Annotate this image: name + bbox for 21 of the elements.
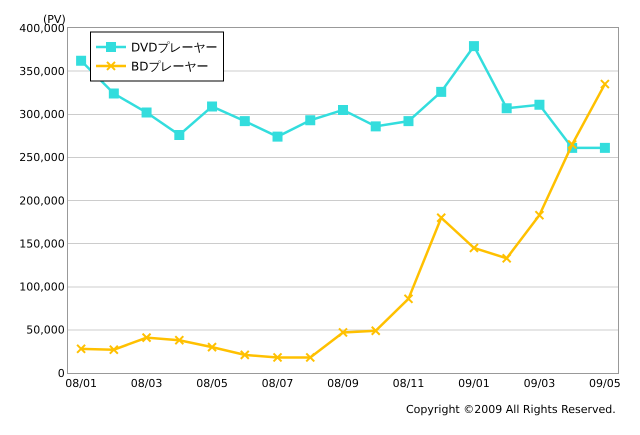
- x-tick-label: 09/01: [458, 377, 490, 390]
- x-tick-label: 09/03: [524, 377, 556, 390]
- legend-label: BDプレーヤー: [131, 60, 208, 74]
- x-tick-label: 08/01: [65, 377, 97, 390]
- y-tick-label: 150,000: [19, 237, 65, 250]
- y-tick-label: 350,000: [19, 64, 65, 78]
- x-tick-label: 09/05: [589, 377, 621, 390]
- text: Copyright ©2009 All Rights Reserved.: [406, 403, 616, 416]
- y-axis-title: (PV): [43, 13, 66, 26]
- y-tick-label: 300,000: [19, 108, 65, 122]
- y-tick-label: 50,000: [26, 324, 65, 337]
- y-tick-label: 100,000: [19, 280, 65, 294]
- y-tick-label: 250,000: [19, 151, 65, 164]
- legend-label: DVDプレーヤー: [131, 40, 218, 55]
- y-tick-label: 200,000: [19, 194, 65, 208]
- x-tick-label: 08/11: [392, 377, 424, 390]
- x-tick-label: 08/05: [196, 377, 228, 390]
- x-tick-label: 08/03: [130, 377, 162, 390]
- y-tick-label: 0: [58, 366, 65, 380]
- x-tick-label: 08/09: [327, 377, 359, 390]
- x-tick-label: 08/07: [262, 377, 294, 390]
